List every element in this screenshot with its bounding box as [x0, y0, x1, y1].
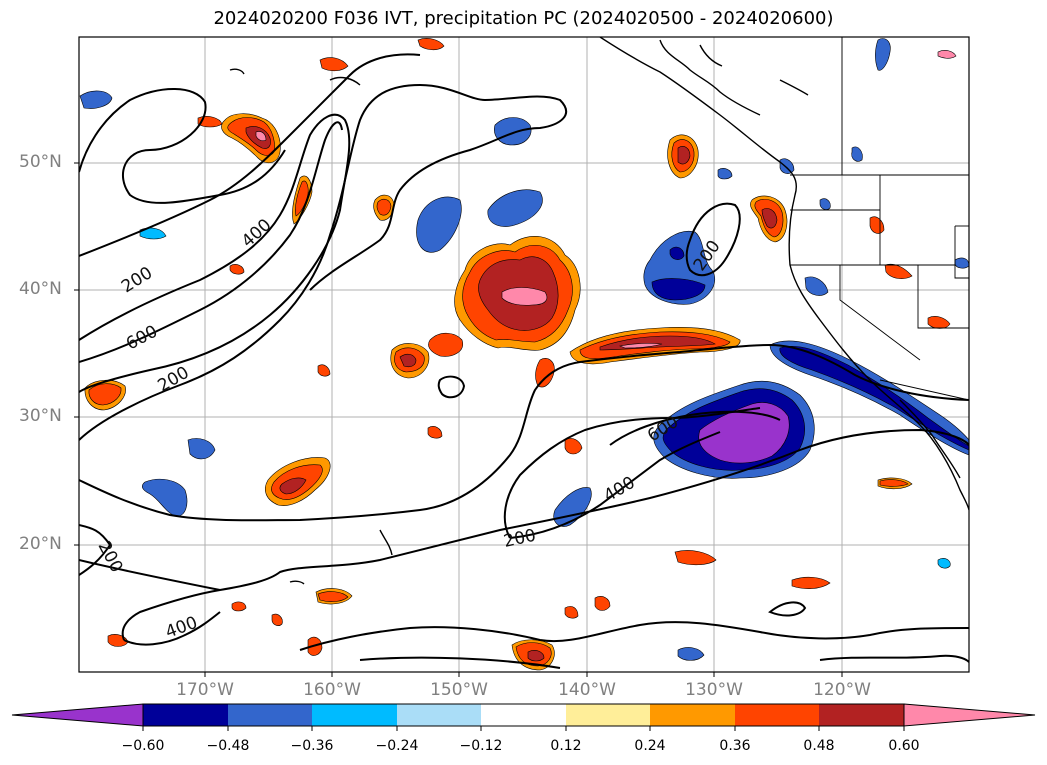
coastlines	[229, 37, 969, 585]
colorbar-tick-label: −0.12	[459, 738, 503, 754]
colorbar-segment	[566, 704, 650, 726]
colorbar-tick-label: −0.60	[121, 738, 165, 754]
latitude-label: 30°N	[19, 406, 62, 426]
ivt-contours	[79, 53, 969, 669]
axis-ticks	[74, 162, 843, 677]
longitude-label: 140°W	[558, 680, 616, 700]
latitude-label: 20°N	[19, 534, 62, 554]
colorbar-tick-label: 0.12	[550, 738, 582, 754]
longitude-label: 150°W	[430, 680, 488, 700]
longitude-label: 120°W	[813, 680, 871, 700]
colorbar-extend-left	[11, 703, 144, 727]
colorbar-tick-label: 0.60	[888, 738, 920, 754]
colorbar	[11, 703, 1036, 731]
longitude-label: 160°W	[303, 680, 361, 700]
colorbar-segment	[397, 704, 481, 726]
map-title: 2024020200 F036 IVT, precipitation PC (2…	[213, 8, 834, 29]
colorbar-tick-label: 0.48	[803, 738, 835, 754]
colorbar-segment	[650, 704, 735, 726]
colorbar-segment	[312, 704, 397, 726]
colorbar-segment	[735, 704, 819, 726]
colorbar-segment	[819, 704, 904, 726]
colorbar-segment	[481, 704, 566, 726]
colorbar-tick-label: 0.36	[719, 738, 751, 754]
colorbar-tick-label: −0.36	[290, 738, 334, 754]
negative-anomaly-areas	[79, 38, 969, 661]
colorbar-tick-label: 0.24	[634, 738, 666, 754]
colorbar-tick-label: −0.48	[206, 738, 250, 754]
positive-anomaly-areas	[84, 38, 957, 671]
longitude-label: 170°W	[176, 680, 234, 700]
map-frame	[78, 36, 970, 673]
latitude-label: 50°N	[19, 152, 62, 172]
colorbar-extend-right	[903, 703, 1036, 727]
colorbar-tick-label: −0.24	[375, 738, 419, 754]
colorbar-segment	[228, 704, 312, 726]
latitude-label: 40°N	[19, 279, 62, 299]
borders	[790, 37, 969, 401]
longitude-label: 130°W	[685, 680, 743, 700]
colorbar-segment	[143, 704, 228, 726]
colorbar-frame	[142, 703, 905, 727]
